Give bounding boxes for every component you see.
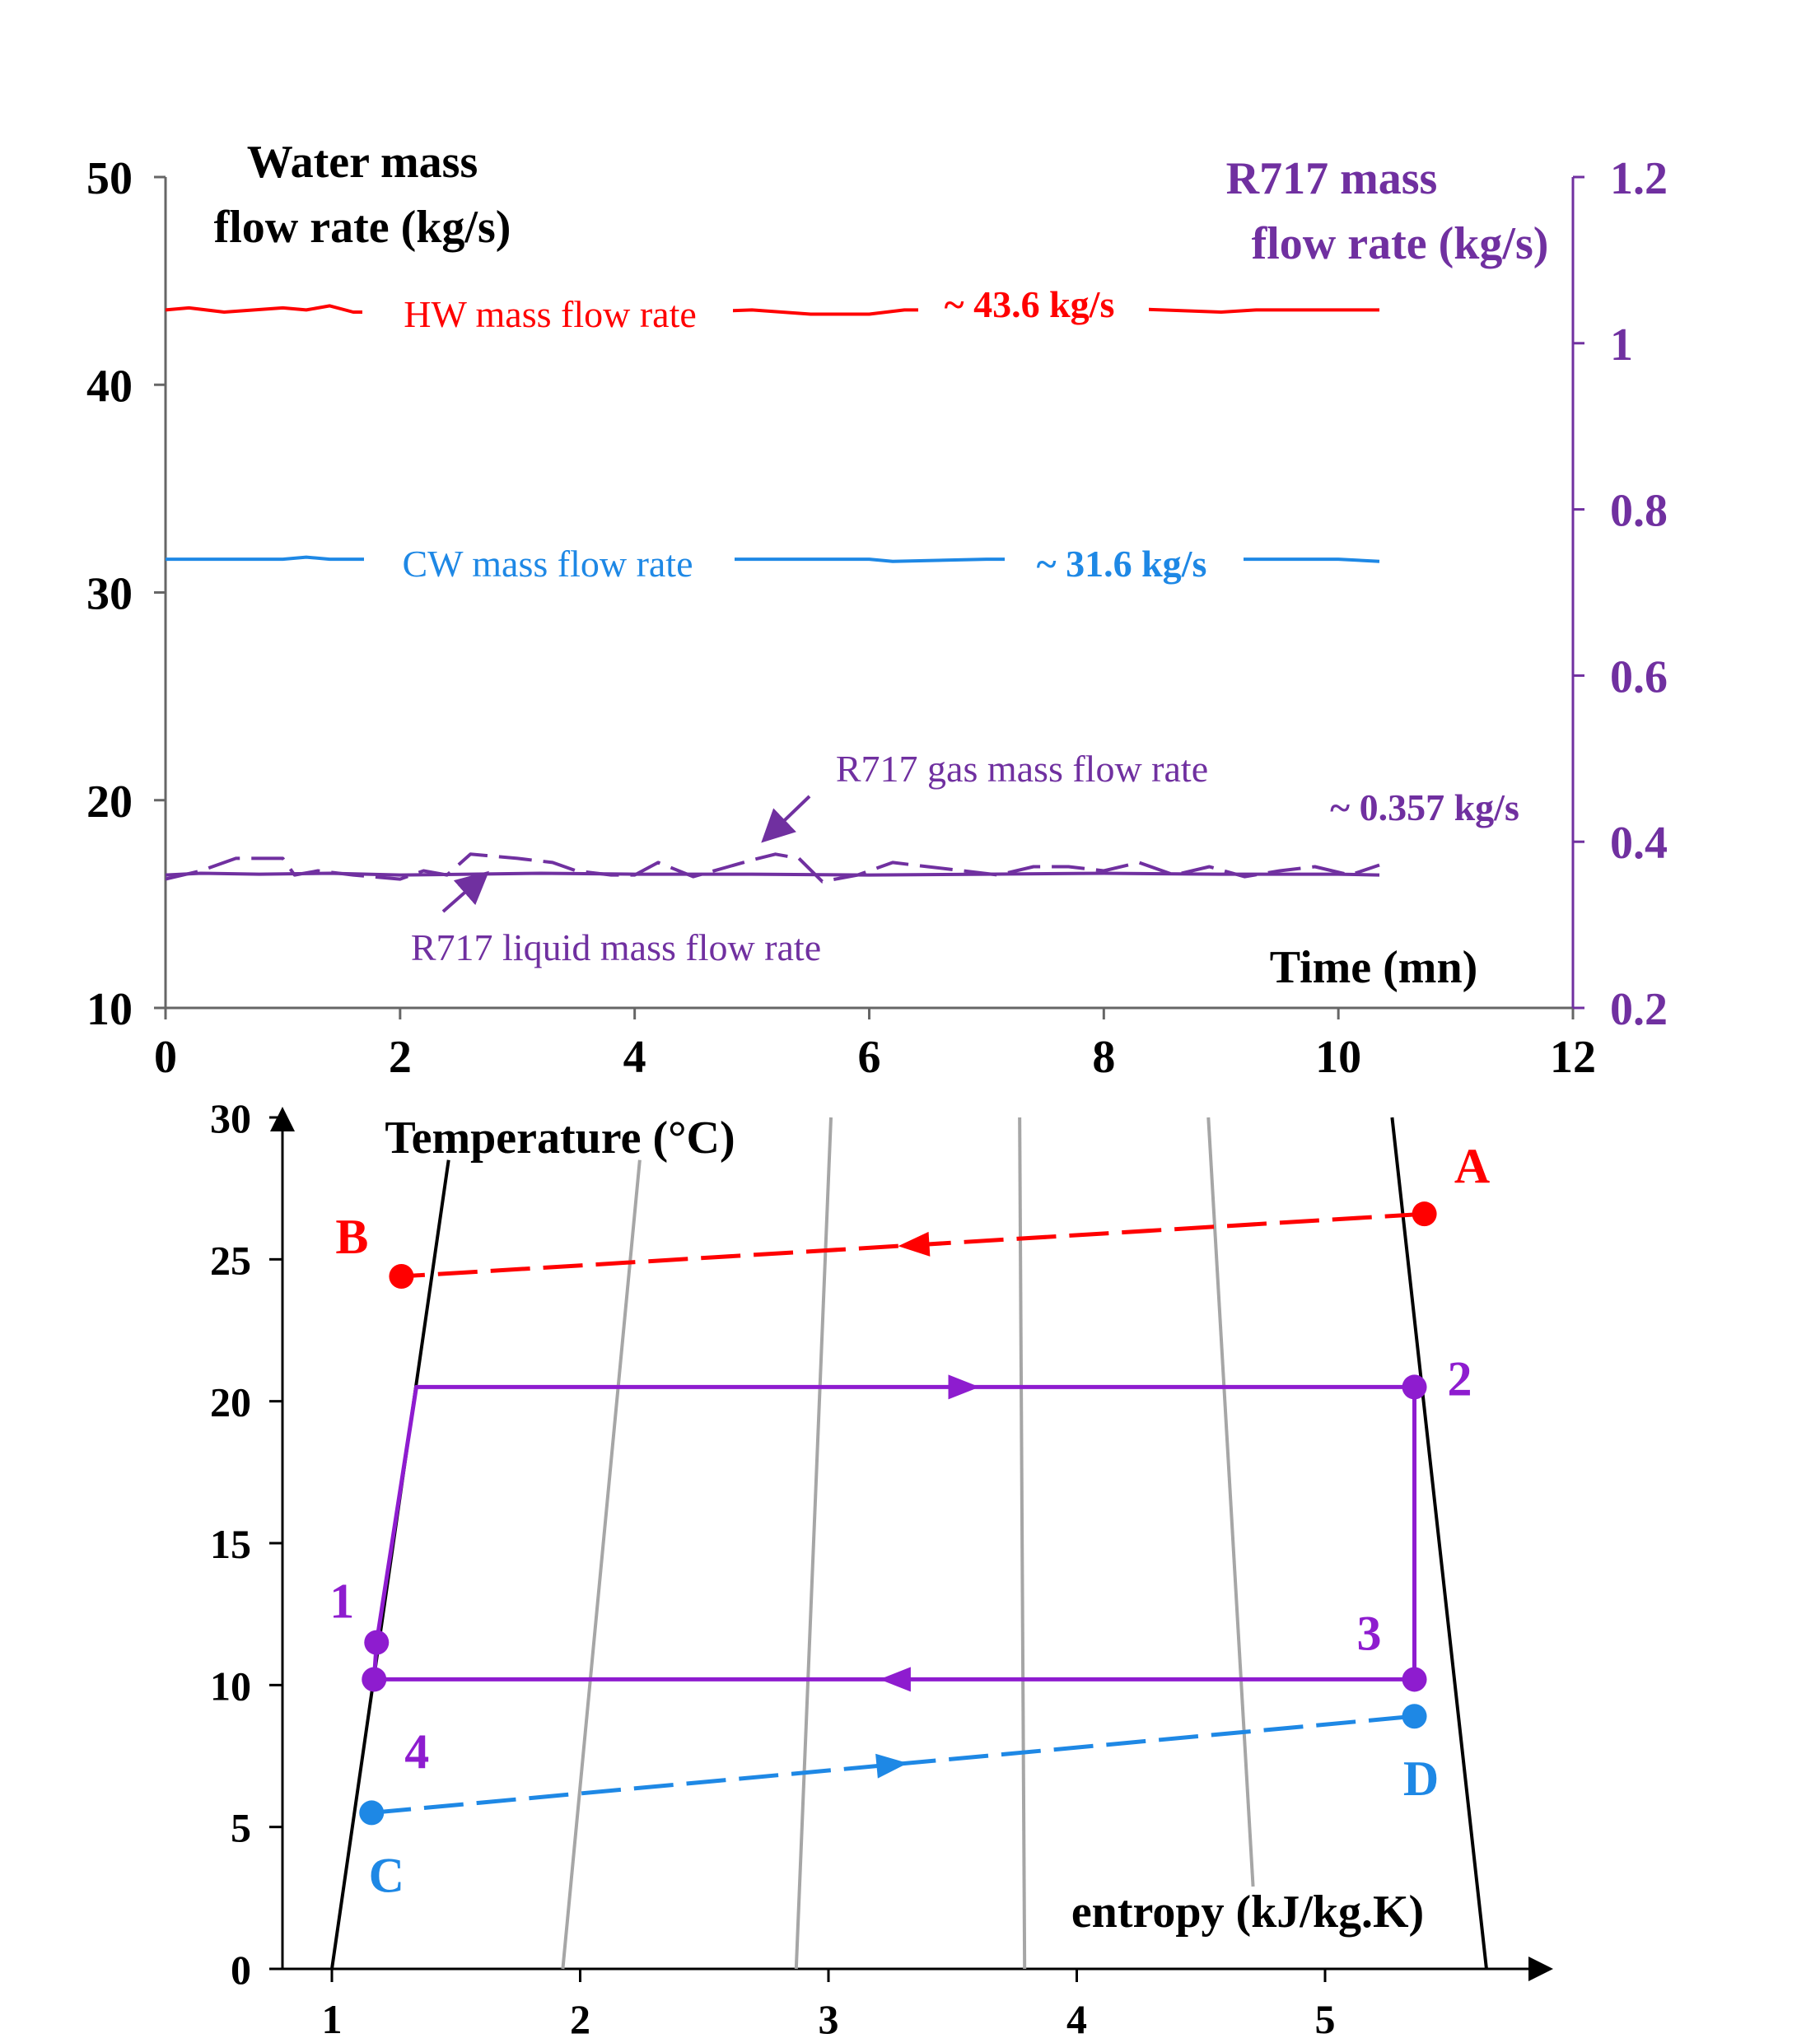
hw-annotation: ~ 43.6 kg/s [945,283,1115,325]
bottom-y-tick-label: 30 [210,1095,251,1141]
ts-path-1 [371,1384,1416,1682]
top-x-tick-label: 0 [154,1032,177,1083]
top-y-tick-label-left: 30 [86,569,133,620]
r717-gas-pointer-arrow [761,795,811,843]
top-y-label-left-line1: Water mass [247,137,478,188]
cw-series-label: CW mass flow rate [402,543,693,585]
state-point [1402,1667,1427,1692]
top-y-tick-label-right: 0.2 [1610,984,1668,1035]
top-x-tick-label: 2 [389,1032,412,1083]
r717-liquid-series-label: R717 liquid mass flow rate [411,926,821,968]
state-label: 1 [329,1574,354,1629]
bottom-x-tick-label: 4 [1066,1996,1087,2042]
state-point [1412,1201,1437,1227]
state-label: C [369,1848,404,1902]
top-y-tick-label-right: 1 [1610,320,1633,371]
top-series-line-3 [165,871,1380,877]
top-y-tick-label-left: 50 [86,153,133,204]
direction-arrow [948,1374,980,1400]
state-point [1402,1704,1427,1729]
isoline [794,1117,833,1970]
top-y-label-left-line2: flow rate (kg/s) [214,202,511,253]
top-x-tick-label: 8 [1092,1032,1115,1083]
cw-annotation: ~ 31.6 kg/s [1037,543,1207,585]
top-y-tick-label-left: 20 [86,777,133,828]
bottom-x-tick-label: 5 [1315,1996,1336,2042]
isoline [1206,1117,1255,1887]
top-y-tick-label-left: 10 [86,984,133,1035]
top-series [165,284,1380,884]
state-point [1402,1374,1427,1400]
state-label: 2 [1448,1351,1472,1406]
bottom-x-tick-label: 3 [819,1996,839,2042]
bottom-x-tick-label: 2 [570,1996,590,2042]
top-series-line-0 [165,304,1379,316]
state-label: D [1403,1751,1439,1806]
top-series-line-2 [165,852,1380,884]
bottom-ticks: 1 2 3 4 5 0 5 10 15 20 25 30 [210,1095,1336,2042]
bottom-y-tick-label: 5 [231,1805,251,1851]
bottom-lines [330,1117,1488,1970]
label-gap [362,295,733,338]
label-gap [918,284,1149,327]
r717-liquid-pointer-arrow [441,870,490,913]
bottom-y-label: Temperature (°C) [385,1112,735,1164]
top-y-tick-label-right: 0.4 [1610,818,1668,869]
top-y-tick-label-right: 1.2 [1610,153,1668,204]
isoline [561,1159,642,1970]
top-x-tick-label: 6 [858,1032,881,1083]
direction-arrow [879,1667,911,1692]
state-label: A [1454,1139,1490,1193]
top-y-tick-label-right: 0.8 [1610,486,1668,537]
flow-rate-chart: 0 2 4 6 8 10 12 10 20 30 40 50 0.2 0.4 0.6 0.8 1 1.2 Wate… [86,137,1668,1083]
state-label: 4 [404,1724,429,1779]
top-y-tick-label-left: 40 [86,361,133,412]
r717-gas-annotation: ~ 0.357 kg/s [1330,786,1519,828]
bottom-y-tick-label: 20 [210,1379,251,1425]
bottom-y-tick-label: 0 [231,1947,251,1993]
top-y-label-right-line2: flow rate (kg/s) [1252,218,1549,269]
ts-path-2 [371,1714,1415,1815]
bottom-series: A B 1 2 3 4 C D [329,1139,1490,1902]
hw-series-label: HW mass flow rate [404,293,697,335]
state-point [362,1667,387,1692]
top-x-tick-label: 12 [1550,1032,1596,1083]
bottom-x-label: entropy (kJ/kg.K) [1071,1887,1424,1938]
state-label: 3 [1357,1606,1382,1660]
direction-arrow [875,1753,908,1779]
state-point [359,1800,385,1826]
saturation-curve [1390,1117,1488,1970]
bottom-y-tick-label: 10 [210,1663,251,1709]
isoline [1018,1117,1027,1970]
direction-arrow [898,1231,931,1257]
top-x-label: Time (mn) [1270,942,1478,993]
top-x-tick-label: 4 [623,1032,646,1083]
bottom-y-tick-label: 15 [210,1521,251,1567]
top-y-label-right-line1: R717 mass [1226,153,1438,204]
top-x-tick-label: 10 [1315,1032,1361,1083]
label-gap [1005,543,1244,586]
state-point [364,1630,390,1655]
ts-diagram: 1 2 3 4 5 0 5 10 15 20 25 30 A B 1 2 3 4 C D Temperature (… [210,1095,1553,2042]
label-gap [364,543,735,586]
r717-gas-series-label: R717 gas mass flow rate [836,748,1208,790]
state-label: B [335,1210,368,1264]
state-point [389,1264,414,1290]
top-y-tick-label-right: 0.6 [1610,651,1668,702]
top-ticks: 0 2 4 6 8 10 12 10 20 30 40 50 0.2 0.4 0.6 0.8 1 1.2 [86,153,1668,1083]
bottom-x-tick-label: 1 [322,1996,343,2042]
bottom-y-tick-label: 25 [210,1237,251,1283]
